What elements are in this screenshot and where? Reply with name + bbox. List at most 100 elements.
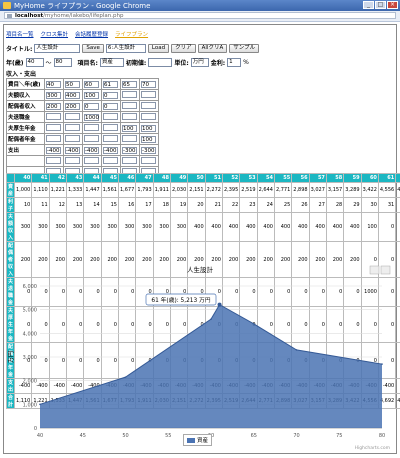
grid-cell-value[interactable]: 400 xyxy=(65,91,80,99)
grid-cell[interactable]: 100 xyxy=(139,133,159,145)
grid-cell-value[interactable]: -400 xyxy=(46,146,61,154)
plan-select[interactable]: 6:人生設計 xyxy=(105,44,146,53)
grid-cell[interactable] xyxy=(101,155,121,167)
grid-cell-value[interactable] xyxy=(103,123,118,131)
grid-cell-value[interactable] xyxy=(65,123,80,131)
data-point[interactable] xyxy=(295,349,298,351)
print-icon[interactable] xyxy=(369,265,380,275)
grid-cell-value[interactable] xyxy=(103,112,118,120)
grid-cell[interactable] xyxy=(139,155,159,167)
grid-cell-value[interactable]: -300 xyxy=(141,146,156,154)
grid-col-input[interactable]: 65 xyxy=(120,78,140,90)
grid-col-input[interactable]: 50 xyxy=(63,78,83,90)
grid-cell-value[interactable]: 1000 xyxy=(84,113,99,121)
nav-item-list[interactable]: 項目名一覧 xyxy=(6,32,34,38)
data-point[interactable] xyxy=(217,302,222,307)
grid-cell[interactable]: 200 xyxy=(63,100,83,112)
grid-cell[interactable] xyxy=(44,155,64,167)
grid-cell-value[interactable] xyxy=(65,156,80,164)
grid-cell[interactable]: 0 xyxy=(101,100,121,112)
grid-cell-value[interactable] xyxy=(122,90,137,98)
grid-row-label[interactable] xyxy=(6,155,45,167)
grid-cell-value[interactable] xyxy=(46,156,61,164)
clear-button[interactable]: クリア xyxy=(171,44,196,53)
nav-item-lifeplan[interactable]: ライフプラン xyxy=(115,32,149,38)
grid-cell[interactable] xyxy=(44,133,64,145)
data-point[interactable] xyxy=(210,318,212,320)
grid-cell-value[interactable] xyxy=(141,101,156,109)
address-bar[interactable]: localhost/myhome/lakebo/lifeplan.php xyxy=(4,12,396,19)
grid-cell[interactable]: -300 xyxy=(120,144,140,156)
grid-cell-value[interactable] xyxy=(122,101,137,109)
grid-col-value[interactable]: 65 xyxy=(122,80,137,88)
grid-cell-value[interactable] xyxy=(65,134,80,142)
grid-cell[interactable] xyxy=(63,122,83,134)
grid-cell[interactable] xyxy=(63,111,83,123)
data-point[interactable] xyxy=(124,376,127,378)
grid-cell-value[interactable] xyxy=(141,156,156,164)
grid-cell-value[interactable] xyxy=(122,156,137,164)
grid-cell[interactable] xyxy=(101,111,121,123)
grid-row-label[interactable]: 配偶者年金 xyxy=(6,133,45,145)
grid-cell-value[interactable] xyxy=(84,123,99,131)
grid-row-label[interactable]: 配偶者収入 xyxy=(6,100,45,112)
grid-cell-value[interactable]: 100 xyxy=(141,124,156,132)
grid-cell[interactable] xyxy=(82,133,102,145)
save-button[interactable]: Save xyxy=(82,44,104,53)
grid-cell-value[interactable]: -400 xyxy=(103,146,118,154)
grid-cell-value[interactable]: 300 xyxy=(46,91,61,99)
grid-cell-value[interactable]: 200 xyxy=(46,102,61,110)
age-to-input[interactable]: 80 xyxy=(53,58,72,67)
grid-cell[interactable] xyxy=(120,155,140,167)
grid-cell[interactable]: 1000 xyxy=(82,111,102,123)
grid-cell[interactable]: 0 xyxy=(101,89,121,101)
grid-cell-value[interactable] xyxy=(46,123,61,131)
close-icon[interactable]: × xyxy=(387,1,398,9)
grid-cell[interactable]: -400 xyxy=(101,144,121,156)
minimize-icon[interactable]: _ xyxy=(363,1,374,9)
grid-cell[interactable] xyxy=(139,89,159,101)
grid-row-label[interactable]: 夫退職金 xyxy=(6,111,45,123)
grid-cell-value[interactable] xyxy=(46,134,61,142)
grid-cell-value[interactable] xyxy=(84,156,99,164)
grid-cell-value[interactable]: 100 xyxy=(122,124,137,132)
grid-cell-value[interactable]: -400 xyxy=(65,146,80,154)
initial-input[interactable] xyxy=(148,58,173,67)
grid-col-value[interactable]: 40 xyxy=(46,80,61,88)
age-from-input[interactable]: 40 xyxy=(25,58,44,67)
grid-cell-value[interactable] xyxy=(122,134,137,142)
data-point[interactable] xyxy=(39,403,41,406)
grid-cell[interactable]: -400 xyxy=(82,144,102,156)
maximize-icon[interactable]: □ xyxy=(375,1,386,9)
grid-col-input[interactable]: 70 xyxy=(139,78,159,90)
grid-cell[interactable]: -300 xyxy=(139,144,159,156)
grid-cell[interactable] xyxy=(120,111,140,123)
grid-cell-value[interactable]: -400 xyxy=(84,146,99,154)
grid-col-input[interactable]: 61 xyxy=(101,78,121,90)
nav-item-history[interactable]: 会話履歴登録 xyxy=(75,32,109,38)
export-icon[interactable] xyxy=(380,265,391,275)
grid-col-input[interactable]: 60 xyxy=(82,78,102,90)
grid-cell[interactable] xyxy=(82,122,102,134)
grid-cell-value[interactable]: 200 xyxy=(65,102,80,110)
grid-cell[interactable]: -400 xyxy=(44,144,64,156)
grid-cell[interactable] xyxy=(139,111,159,123)
grid-cell[interactable]: 0 xyxy=(82,100,102,112)
grid-cell-value[interactable]: 0 xyxy=(103,91,118,99)
grid-cell[interactable]: 100 xyxy=(139,122,159,134)
data-point[interactable] xyxy=(381,363,383,365)
grid-cell[interactable] xyxy=(120,133,140,145)
grid-cell[interactable]: 400 xyxy=(63,89,83,101)
title-input[interactable]: 人生設計 xyxy=(34,44,81,53)
grid-col-input[interactable]: 40 xyxy=(44,78,64,90)
grid-cell-value[interactable] xyxy=(141,112,156,120)
unit-input[interactable]: 万円 xyxy=(190,58,209,67)
grid-cell[interactable] xyxy=(63,133,83,145)
grid-cell-value[interactable] xyxy=(65,112,80,120)
grid-cell[interactable] xyxy=(63,155,83,167)
grid-cell-value[interactable] xyxy=(103,134,118,142)
grid-cell[interactable] xyxy=(139,100,159,112)
grid-col-value[interactable]: 50 xyxy=(65,80,80,88)
grid-col-value[interactable]: 61 xyxy=(103,80,118,88)
chart-credit[interactable]: Highcharts.com xyxy=(354,446,390,451)
